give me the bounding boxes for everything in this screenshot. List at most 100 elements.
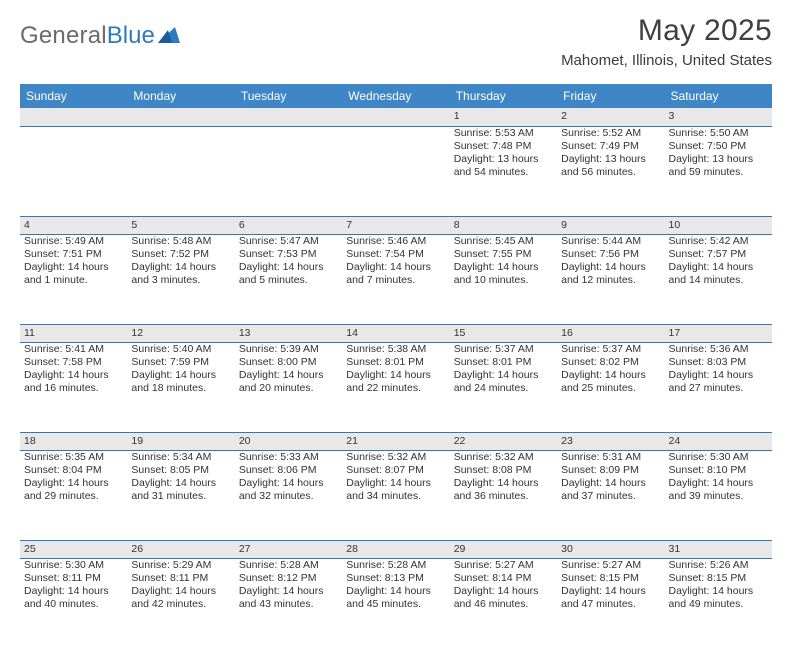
empty-cell bbox=[235, 126, 342, 216]
day-cell: Sunrise: 5:42 AMSunset: 7:57 PMDaylight:… bbox=[665, 234, 772, 324]
sunset-text: Sunset: 8:00 PM bbox=[239, 356, 338, 369]
sunset-text: Sunset: 7:57 PM bbox=[669, 248, 768, 261]
day-number-cell: 21 bbox=[342, 432, 449, 450]
day-cell: Sunrise: 5:28 AMSunset: 8:13 PMDaylight:… bbox=[342, 559, 449, 649]
sunset-text: Sunset: 8:01 PM bbox=[454, 356, 553, 369]
day-number-cell: 7 bbox=[342, 216, 449, 234]
daylight-text: Daylight: 14 hours and 45 minutes. bbox=[346, 585, 445, 611]
day-cell: Sunrise: 5:37 AMSunset: 8:01 PMDaylight:… bbox=[450, 342, 557, 432]
daylight-text: Daylight: 14 hours and 20 minutes. bbox=[239, 369, 338, 395]
sunset-text: Sunset: 8:03 PM bbox=[669, 356, 768, 369]
day-cell: Sunrise: 5:34 AMSunset: 8:05 PMDaylight:… bbox=[127, 450, 234, 540]
sunrise-text: Sunrise: 5:30 AM bbox=[669, 451, 768, 464]
day-details: Sunrise: 5:41 AMSunset: 7:58 PMDaylight:… bbox=[24, 343, 123, 396]
day-details: Sunrise: 5:32 AMSunset: 8:07 PMDaylight:… bbox=[346, 451, 445, 504]
sunset-text: Sunset: 7:53 PM bbox=[239, 248, 338, 261]
sunset-text: Sunset: 7:50 PM bbox=[669, 140, 768, 153]
sunrise-text: Sunrise: 5:37 AM bbox=[561, 343, 660, 356]
sunset-text: Sunset: 8:01 PM bbox=[346, 356, 445, 369]
sunrise-text: Sunrise: 5:32 AM bbox=[346, 451, 445, 464]
daynum-row: 123 bbox=[20, 108, 772, 126]
sunset-text: Sunset: 8:06 PM bbox=[239, 464, 338, 477]
day-cell: Sunrise: 5:30 AMSunset: 8:11 PMDaylight:… bbox=[20, 559, 127, 649]
sunrise-text: Sunrise: 5:35 AM bbox=[24, 451, 123, 464]
day-number-cell: 5 bbox=[127, 216, 234, 234]
sunset-text: Sunset: 8:08 PM bbox=[454, 464, 553, 477]
daylight-text: Daylight: 14 hours and 27 minutes. bbox=[669, 369, 768, 395]
day-details: Sunrise: 5:32 AMSunset: 8:08 PMDaylight:… bbox=[454, 451, 553, 504]
day-number-cell: 2 bbox=[557, 108, 664, 126]
day-details: Sunrise: 5:31 AMSunset: 8:09 PMDaylight:… bbox=[561, 451, 660, 504]
day-number-cell: 16 bbox=[557, 324, 664, 342]
day-cell: Sunrise: 5:48 AMSunset: 7:52 PMDaylight:… bbox=[127, 234, 234, 324]
sunrise-text: Sunrise: 5:49 AM bbox=[24, 235, 123, 248]
sunset-text: Sunset: 7:48 PM bbox=[454, 140, 553, 153]
day-cell: Sunrise: 5:31 AMSunset: 8:09 PMDaylight:… bbox=[557, 450, 664, 540]
day-number-cell: 28 bbox=[342, 540, 449, 558]
weekday-header: Tuesday bbox=[235, 84, 342, 108]
day-details: Sunrise: 5:26 AMSunset: 8:15 PMDaylight:… bbox=[669, 559, 768, 612]
daylight-text: Daylight: 14 hours and 16 minutes. bbox=[24, 369, 123, 395]
day-details: Sunrise: 5:48 AMSunset: 7:52 PMDaylight:… bbox=[131, 235, 230, 288]
sunrise-text: Sunrise: 5:30 AM bbox=[24, 559, 123, 572]
brand-logo: General Blue bbox=[20, 22, 180, 50]
daylight-text: Daylight: 14 hours and 49 minutes. bbox=[669, 585, 768, 611]
sunset-text: Sunset: 8:05 PM bbox=[131, 464, 230, 477]
sunrise-text: Sunrise: 5:34 AM bbox=[131, 451, 230, 464]
sunset-text: Sunset: 7:56 PM bbox=[561, 248, 660, 261]
sunset-text: Sunset: 7:55 PM bbox=[454, 248, 553, 261]
daylight-text: Daylight: 14 hours and 34 minutes. bbox=[346, 477, 445, 503]
day-number-cell: 15 bbox=[450, 324, 557, 342]
day-number-cell: 30 bbox=[557, 540, 664, 558]
sunset-text: Sunset: 7:49 PM bbox=[561, 140, 660, 153]
day-number-cell bbox=[20, 108, 127, 126]
day-number-cell: 23 bbox=[557, 432, 664, 450]
daynum-row: 25262728293031 bbox=[20, 540, 772, 558]
day-number-cell: 12 bbox=[127, 324, 234, 342]
day-number-cell: 29 bbox=[450, 540, 557, 558]
day-cell: Sunrise: 5:41 AMSunset: 7:58 PMDaylight:… bbox=[20, 342, 127, 432]
weekday-header: Monday bbox=[127, 84, 234, 108]
daylight-text: Daylight: 14 hours and 25 minutes. bbox=[561, 369, 660, 395]
calendar-table: SundayMondayTuesdayWednesdayThursdayFrid… bbox=[20, 84, 772, 649]
daylight-text: Daylight: 14 hours and 36 minutes. bbox=[454, 477, 553, 503]
weekday-header-row: SundayMondayTuesdayWednesdayThursdayFrid… bbox=[20, 84, 772, 108]
title-block: May 2025 Mahomet, Illinois, United State… bbox=[561, 14, 772, 69]
day-details: Sunrise: 5:35 AMSunset: 8:04 PMDaylight:… bbox=[24, 451, 123, 504]
sunset-text: Sunset: 8:12 PM bbox=[239, 572, 338, 585]
day-details: Sunrise: 5:42 AMSunset: 7:57 PMDaylight:… bbox=[669, 235, 768, 288]
day-cell: Sunrise: 5:38 AMSunset: 8:01 PMDaylight:… bbox=[342, 342, 449, 432]
sunset-text: Sunset: 7:58 PM bbox=[24, 356, 123, 369]
day-details: Sunrise: 5:52 AMSunset: 7:49 PMDaylight:… bbox=[561, 127, 660, 180]
daylight-text: Daylight: 14 hours and 40 minutes. bbox=[24, 585, 123, 611]
day-number-cell: 1 bbox=[450, 108, 557, 126]
day-cell: Sunrise: 5:27 AMSunset: 8:15 PMDaylight:… bbox=[557, 559, 664, 649]
day-details: Sunrise: 5:38 AMSunset: 8:01 PMDaylight:… bbox=[346, 343, 445, 396]
day-number-cell: 18 bbox=[20, 432, 127, 450]
sunrise-text: Sunrise: 5:39 AM bbox=[239, 343, 338, 356]
details-row: Sunrise: 5:41 AMSunset: 7:58 PMDaylight:… bbox=[20, 342, 772, 432]
sunset-text: Sunset: 8:11 PM bbox=[131, 572, 230, 585]
sunset-text: Sunset: 8:15 PM bbox=[561, 572, 660, 585]
day-details: Sunrise: 5:37 AMSunset: 8:01 PMDaylight:… bbox=[454, 343, 553, 396]
day-number-cell: 6 bbox=[235, 216, 342, 234]
daylight-text: Daylight: 14 hours and 10 minutes. bbox=[454, 261, 553, 287]
daylight-text: Daylight: 14 hours and 5 minutes. bbox=[239, 261, 338, 287]
day-cell: Sunrise: 5:39 AMSunset: 8:00 PMDaylight:… bbox=[235, 342, 342, 432]
daynum-row: 11121314151617 bbox=[20, 324, 772, 342]
day-number-cell: 8 bbox=[450, 216, 557, 234]
sunrise-text: Sunrise: 5:45 AM bbox=[454, 235, 553, 248]
day-cell: Sunrise: 5:26 AMSunset: 8:15 PMDaylight:… bbox=[665, 559, 772, 649]
daylight-text: Daylight: 14 hours and 24 minutes. bbox=[454, 369, 553, 395]
day-cell: Sunrise: 5:33 AMSunset: 8:06 PMDaylight:… bbox=[235, 450, 342, 540]
day-cell: Sunrise: 5:30 AMSunset: 8:10 PMDaylight:… bbox=[665, 450, 772, 540]
day-details: Sunrise: 5:36 AMSunset: 8:03 PMDaylight:… bbox=[669, 343, 768, 396]
daylight-text: Daylight: 14 hours and 22 minutes. bbox=[346, 369, 445, 395]
day-cell: Sunrise: 5:53 AMSunset: 7:48 PMDaylight:… bbox=[450, 126, 557, 216]
brand-left: General bbox=[20, 22, 107, 50]
day-number-cell bbox=[235, 108, 342, 126]
sunrise-text: Sunrise: 5:44 AM bbox=[561, 235, 660, 248]
day-cell: Sunrise: 5:37 AMSunset: 8:02 PMDaylight:… bbox=[557, 342, 664, 432]
day-details: Sunrise: 5:33 AMSunset: 8:06 PMDaylight:… bbox=[239, 451, 338, 504]
sunset-text: Sunset: 8:15 PM bbox=[669, 572, 768, 585]
